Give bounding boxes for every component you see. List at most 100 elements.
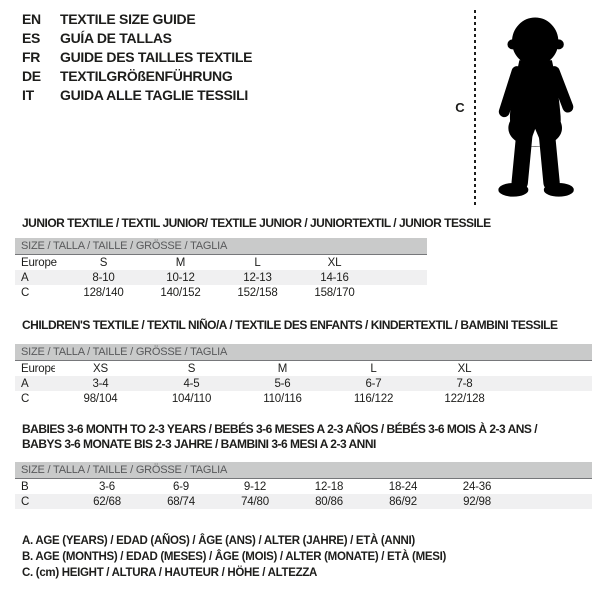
- cell: 104/110: [171, 392, 212, 405]
- cell: S: [99, 256, 108, 269]
- cell: 9-12: [243, 480, 267, 493]
- size-header-row: SIZE / TALLA / TAILLE / GRÖSSE / TAGLIA: [15, 344, 592, 361]
- height-measure-label: C: [455, 100, 465, 115]
- table-row-europe: Europe S M L XL: [15, 255, 427, 271]
- cell: L: [254, 256, 261, 269]
- cell: 98/104: [83, 392, 118, 405]
- cell: 14-16: [296, 270, 373, 285]
- cell: S: [187, 362, 196, 375]
- cell: 3-4: [55, 376, 146, 391]
- cell: 158/170: [314, 286, 355, 299]
- language-title: GUIDA ALLE TAGLIE TESSILI: [60, 86, 248, 103]
- row-label: A: [15, 376, 55, 391]
- table-row-height: C 98/104 104/110 110/116 116/122 122/128: [15, 391, 592, 406]
- language-code: FR: [22, 48, 41, 65]
- cell: 6-7: [328, 376, 419, 391]
- cell: L: [370, 362, 377, 375]
- language-list: EN TEXTILE SIZE GUIDE ES GUÍA DE TALLAS …: [22, 9, 252, 104]
- language-code: DE: [22, 67, 41, 84]
- table-row-age: A 8-10 10-12 12-13 14-16: [15, 270, 427, 285]
- footnotes: A. AGE (YEARS) / EDAD (AÑOS) / ÂGE (ANS)…: [22, 535, 446, 583]
- children-size-table: SIZE / TALLA / TAILLE / GRÖSSE / TAGLIA …: [15, 344, 592, 406]
- cell: XL: [457, 362, 472, 375]
- height-dotted-line: [474, 10, 476, 206]
- cell: 6-9: [172, 480, 190, 493]
- filler-cell: [510, 361, 592, 377]
- cell: XS: [93, 362, 108, 375]
- cell: M: [277, 362, 288, 375]
- cell: 92/98: [440, 494, 514, 509]
- row-label: C: [15, 494, 70, 509]
- cell: 5-6: [237, 376, 328, 391]
- table-row-europe: Europe XS S M L XL: [15, 361, 592, 377]
- cell: 122/128: [444, 392, 485, 405]
- language-title: GUIDE DES TAILLES TEXTILE: [60, 48, 253, 65]
- cell: 116/122: [353, 392, 394, 405]
- cell: 10-12: [142, 270, 219, 285]
- footnote-age-months: B. AGE (MONTHS) / EDAD (MESES) / ÂGE (MO…: [22, 551, 447, 563]
- junior-size-table: SIZE / TALLA / TAILLE / GRÖSSE / TAGLIA …: [15, 238, 427, 300]
- size-header-row: SIZE / TALLA / TAILLE / GRÖSSE / TAGLIA: [15, 462, 592, 479]
- babies-section-title: BABIES 3-6 MONTH TO 2-3 YEARS / BEBÉS 3-…: [22, 422, 538, 452]
- cell: 128/140: [83, 286, 124, 299]
- table-row-height: C 62/68 68/74 74/80 80/86 86/92 92/98: [15, 494, 592, 509]
- language-row-fr: FR GUIDE DES TAILLES TEXTILE: [22, 47, 252, 66]
- cell: XL: [327, 256, 342, 269]
- row-label: Europe: [21, 256, 57, 269]
- language-row-de: DE TEXTILGRÖßENFÜHRUNG: [22, 66, 252, 85]
- language-row-es: ES GUÍA DE TALLAS: [22, 28, 252, 47]
- babies-title-line2: BABYS 3-6 MONATE BIS 2-3 JAHRE / BAMBINI…: [22, 437, 376, 451]
- junior-section-title: JUNIOR TEXTILE / TEXTIL JUNIOR/ TEXTILE …: [22, 216, 491, 230]
- size-header-row: SIZE / TALLA / TAILLE / GRÖSSE / TAGLIA: [15, 238, 427, 255]
- children-section-title: CHILDREN'S TEXTILE / TEXTIL NIÑO/A / TEX…: [22, 318, 558, 332]
- footnote-height: C. (cm) HEIGHT / ALTURA / HAUTEUR / HÖHE…: [22, 567, 318, 579]
- language-row-en: EN TEXTILE SIZE GUIDE: [22, 9, 252, 28]
- cell: 110/116: [263, 392, 302, 405]
- row-label: Europe: [21, 362, 55, 375]
- language-code: ES: [22, 29, 41, 46]
- table-row-age: A 3-4 4-5 5-6 6-7 7-8: [15, 376, 592, 391]
- filler-cell: [373, 270, 427, 285]
- cell: 68/74: [144, 494, 218, 509]
- language-row-it: IT GUIDA ALLE TAGLIE TESSILI: [22, 85, 252, 104]
- row-label: C: [21, 392, 30, 405]
- cell: 62/68: [70, 494, 144, 509]
- language-title: TEXTILGRÖßENFÜHRUNG: [60, 67, 233, 84]
- cell: 3-6: [98, 480, 116, 493]
- cell: 4-5: [146, 376, 237, 391]
- language-title: GUÍA DE TALLAS: [60, 29, 172, 46]
- cell: 24-36: [462, 480, 492, 493]
- cell: 74/80: [218, 494, 292, 509]
- filler-cell: [373, 255, 427, 271]
- cell: 86/92: [366, 494, 440, 509]
- table-row-months: B 3-6 6-9 9-12 12-18 18-24 24-36: [15, 479, 592, 495]
- cell: 12-13: [219, 270, 296, 285]
- cell: 140/152: [160, 286, 201, 299]
- filler-cell: [373, 285, 427, 300]
- filler-cell: [510, 391, 592, 406]
- babies-size-table: SIZE / TALLA / TAILLE / GRÖSSE / TAGLIA …: [15, 462, 592, 509]
- footnote-age-years: A. AGE (YEARS) / EDAD (AÑOS) / ÂGE (ANS)…: [22, 535, 415, 547]
- language-title: TEXTILE SIZE GUIDE: [60, 10, 196, 27]
- row-label: B: [21, 480, 29, 493]
- filler-cell: [514, 479, 592, 495]
- cell: 12-18: [314, 480, 344, 493]
- table-row-height: C 128/140 140/152 152/158 158/170: [15, 285, 427, 300]
- size-header-label: SIZE / TALLA / TAILLE / GRÖSSE / TAGLIA: [15, 238, 427, 255]
- babies-title-line1: BABIES 3-6 MONTH TO 2-3 YEARS / BEBÉS 3-…: [22, 422, 538, 436]
- size-header-label: SIZE / TALLA / TAILLE / GRÖSSE / TAGLIA: [15, 462, 592, 479]
- language-code: EN: [22, 10, 41, 27]
- row-label: A: [15, 270, 65, 285]
- filler-cell: [510, 376, 592, 391]
- cell: 8-10: [65, 270, 142, 285]
- row-label: C: [21, 286, 30, 299]
- cell: 80/86: [292, 494, 366, 509]
- toddler-silhouette-icon: [498, 17, 574, 197]
- cell: M: [175, 256, 186, 269]
- cell: 18-24: [388, 480, 418, 493]
- size-header-label: SIZE / TALLA / TAILLE / GRÖSSE / TAGLIA: [15, 344, 592, 361]
- filler-cell: [514, 494, 592, 509]
- language-code: IT: [22, 86, 34, 103]
- cell: 152/158: [237, 286, 278, 299]
